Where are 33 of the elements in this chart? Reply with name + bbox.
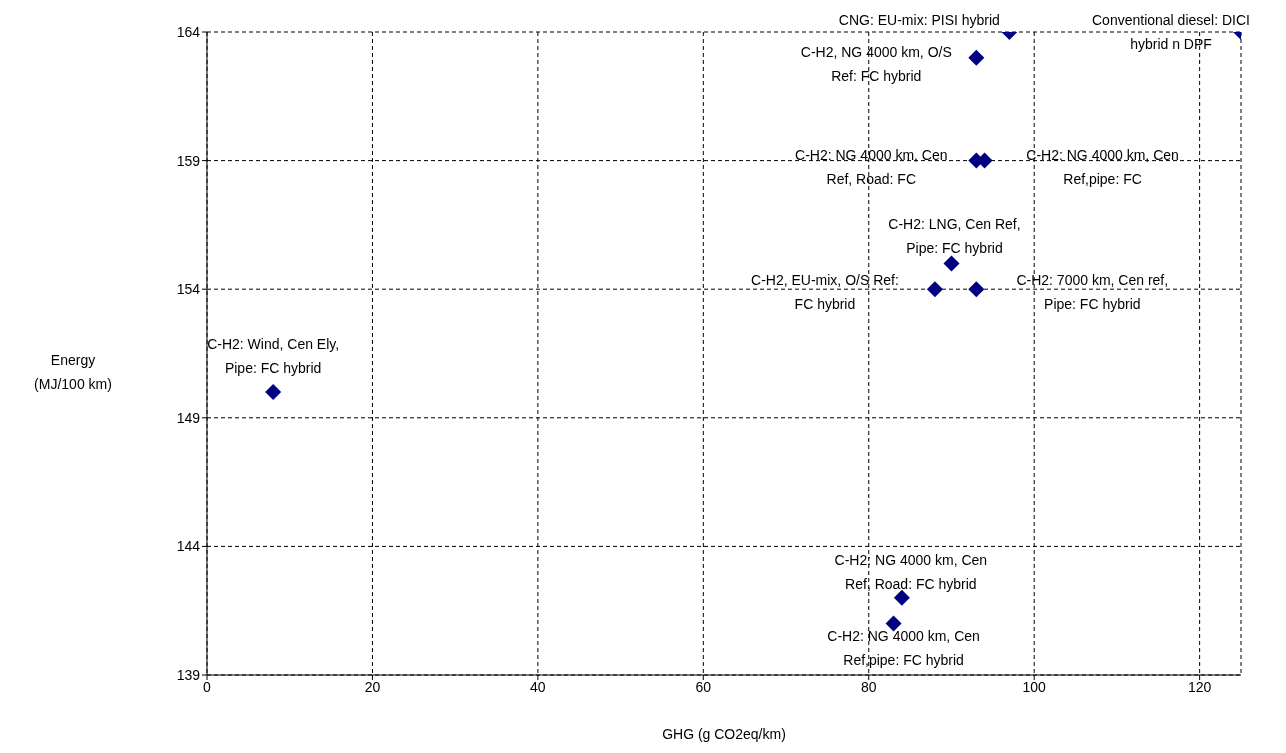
x-tick-label: 100 bbox=[1022, 678, 1047, 695]
annotation: Conventional diesel: DICI hybrid n DPF bbox=[1092, 12, 1250, 52]
x-tick-label: 20 bbox=[364, 678, 381, 695]
point bbox=[885, 615, 902, 632]
annotation: C-H2, NG 4000 km, O/S Ref: FC hybrid bbox=[800, 43, 952, 84]
x-axis-title: GHG (g CO2eq/km) bbox=[662, 726, 786, 742]
annotation: C-H2: NG 4000 km, Cen Ref, Road: FC hybrid bbox=[834, 551, 988, 592]
y-tick-label: 164 bbox=[176, 23, 201, 40]
annotation: CNG: EU-mix: PISI hybrid bbox=[838, 12, 1000, 28]
point bbox=[265, 384, 282, 401]
annotation: C-H2, EU-mix, O/S Ref: FC hybrid bbox=[751, 272, 899, 313]
y-axis-title: Energy (MJ/100 km) bbox=[33, 351, 113, 394]
point bbox=[968, 49, 985, 66]
x-tick-label: 120 bbox=[1187, 678, 1212, 695]
point bbox=[943, 255, 960, 272]
annotation: C-H2: NG 4000 km, Cen Ref, Road: FC bbox=[795, 146, 948, 187]
annotation: C-H2: NG 4000 km, Cen Ref,pipe: FC bbox=[1026, 146, 1179, 187]
point bbox=[968, 281, 985, 298]
point bbox=[926, 281, 943, 298]
y-tick-label: 159 bbox=[176, 152, 201, 169]
x-tick-label: 60 bbox=[695, 678, 712, 695]
annotation: C-H2: 7000 km, Cen ref, Pipe: FC hybrid bbox=[1016, 272, 1169, 313]
y-tick-label: 144 bbox=[176, 538, 201, 555]
annotation: C-H2: NG 4000 km, Cen Ref,pipe: FC hybrid bbox=[827, 627, 980, 668]
x-tick-label: 80 bbox=[860, 678, 877, 695]
annotation: C-H2: LNG, Cen Ref, Pipe: FC hybrid bbox=[888, 216, 1021, 257]
y-tick-label: 149 bbox=[176, 409, 201, 426]
x-tick-label: 40 bbox=[530, 678, 546, 695]
y-tick-label: 154 bbox=[176, 281, 201, 298]
point bbox=[893, 589, 910, 606]
y-tick-label: 139 bbox=[176, 666, 201, 683]
annotation: C-H2: Wind, Cen Ely, Pipe: FC hybrid bbox=[207, 336, 340, 377]
x-tick-label: 0 bbox=[203, 678, 212, 695]
